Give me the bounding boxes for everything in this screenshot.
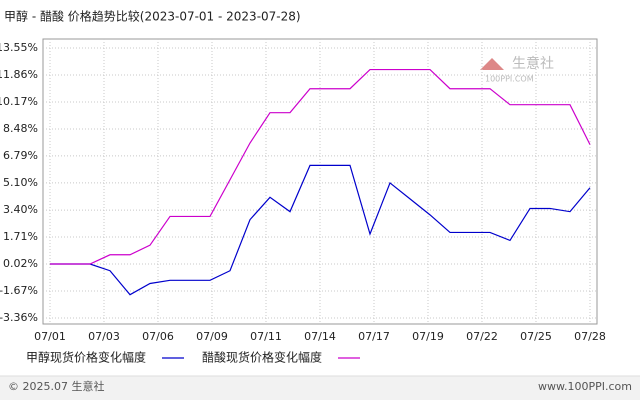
x-tick-label: 07/09	[196, 330, 228, 343]
x-tick-label: 07/14	[304, 330, 336, 343]
series-line	[50, 68, 591, 265]
legend-label: 甲醇现货价格变化幅度	[26, 350, 146, 365]
y-tick-label: 6.79%	[3, 149, 38, 162]
series-line	[50, 164, 591, 296]
y-tick-label: 10.17%	[0, 95, 38, 108]
x-tick-label: 07/19	[412, 330, 444, 343]
x-tick-label: 07/17	[358, 330, 390, 343]
y-tick-label: 8.48%	[3, 122, 38, 135]
x-tick-label: 07/25	[520, 330, 552, 343]
y-tick-label: 1.71%	[3, 230, 38, 243]
watermark-name: 生意社	[512, 55, 554, 72]
watermark: 生意社 100PPI.COM	[480, 55, 554, 84]
footer-bar	[0, 376, 640, 400]
y-tick-label: -3.36%	[0, 311, 38, 324]
watermark-icon	[480, 58, 504, 70]
y-tick-label: 0.02%	[3, 257, 38, 270]
y-tick-label: 3.40%	[3, 203, 38, 216]
x-tick-label: 07/03	[88, 330, 120, 343]
y-tick-label: 5.10%	[3, 176, 38, 189]
footer-site: www.100PPI.com	[538, 380, 632, 393]
footer-copyright: © 2025.07 生意社	[8, 379, 104, 393]
x-tick-label: 07/22	[466, 330, 498, 343]
chart-title: 甲醇 - 醋酸 价格趋势比较(2023-07-01 - 2023-07-28)	[4, 9, 301, 24]
legend-label: 醋酸现货价格变化幅度	[202, 350, 322, 365]
x-tick-label: 07/11	[250, 330, 282, 343]
y-tick-label: -1.67%	[0, 284, 38, 297]
x-tick-label: 07/28	[574, 330, 606, 343]
x-tick-label: 07/06	[142, 330, 174, 343]
y-tick-label: 13.55%	[0, 41, 38, 54]
y-tick-label: 11.86%	[0, 68, 38, 81]
x-tick-label: 07/01	[34, 330, 66, 343]
watermark-site: 100PPI.COM	[485, 75, 534, 84]
